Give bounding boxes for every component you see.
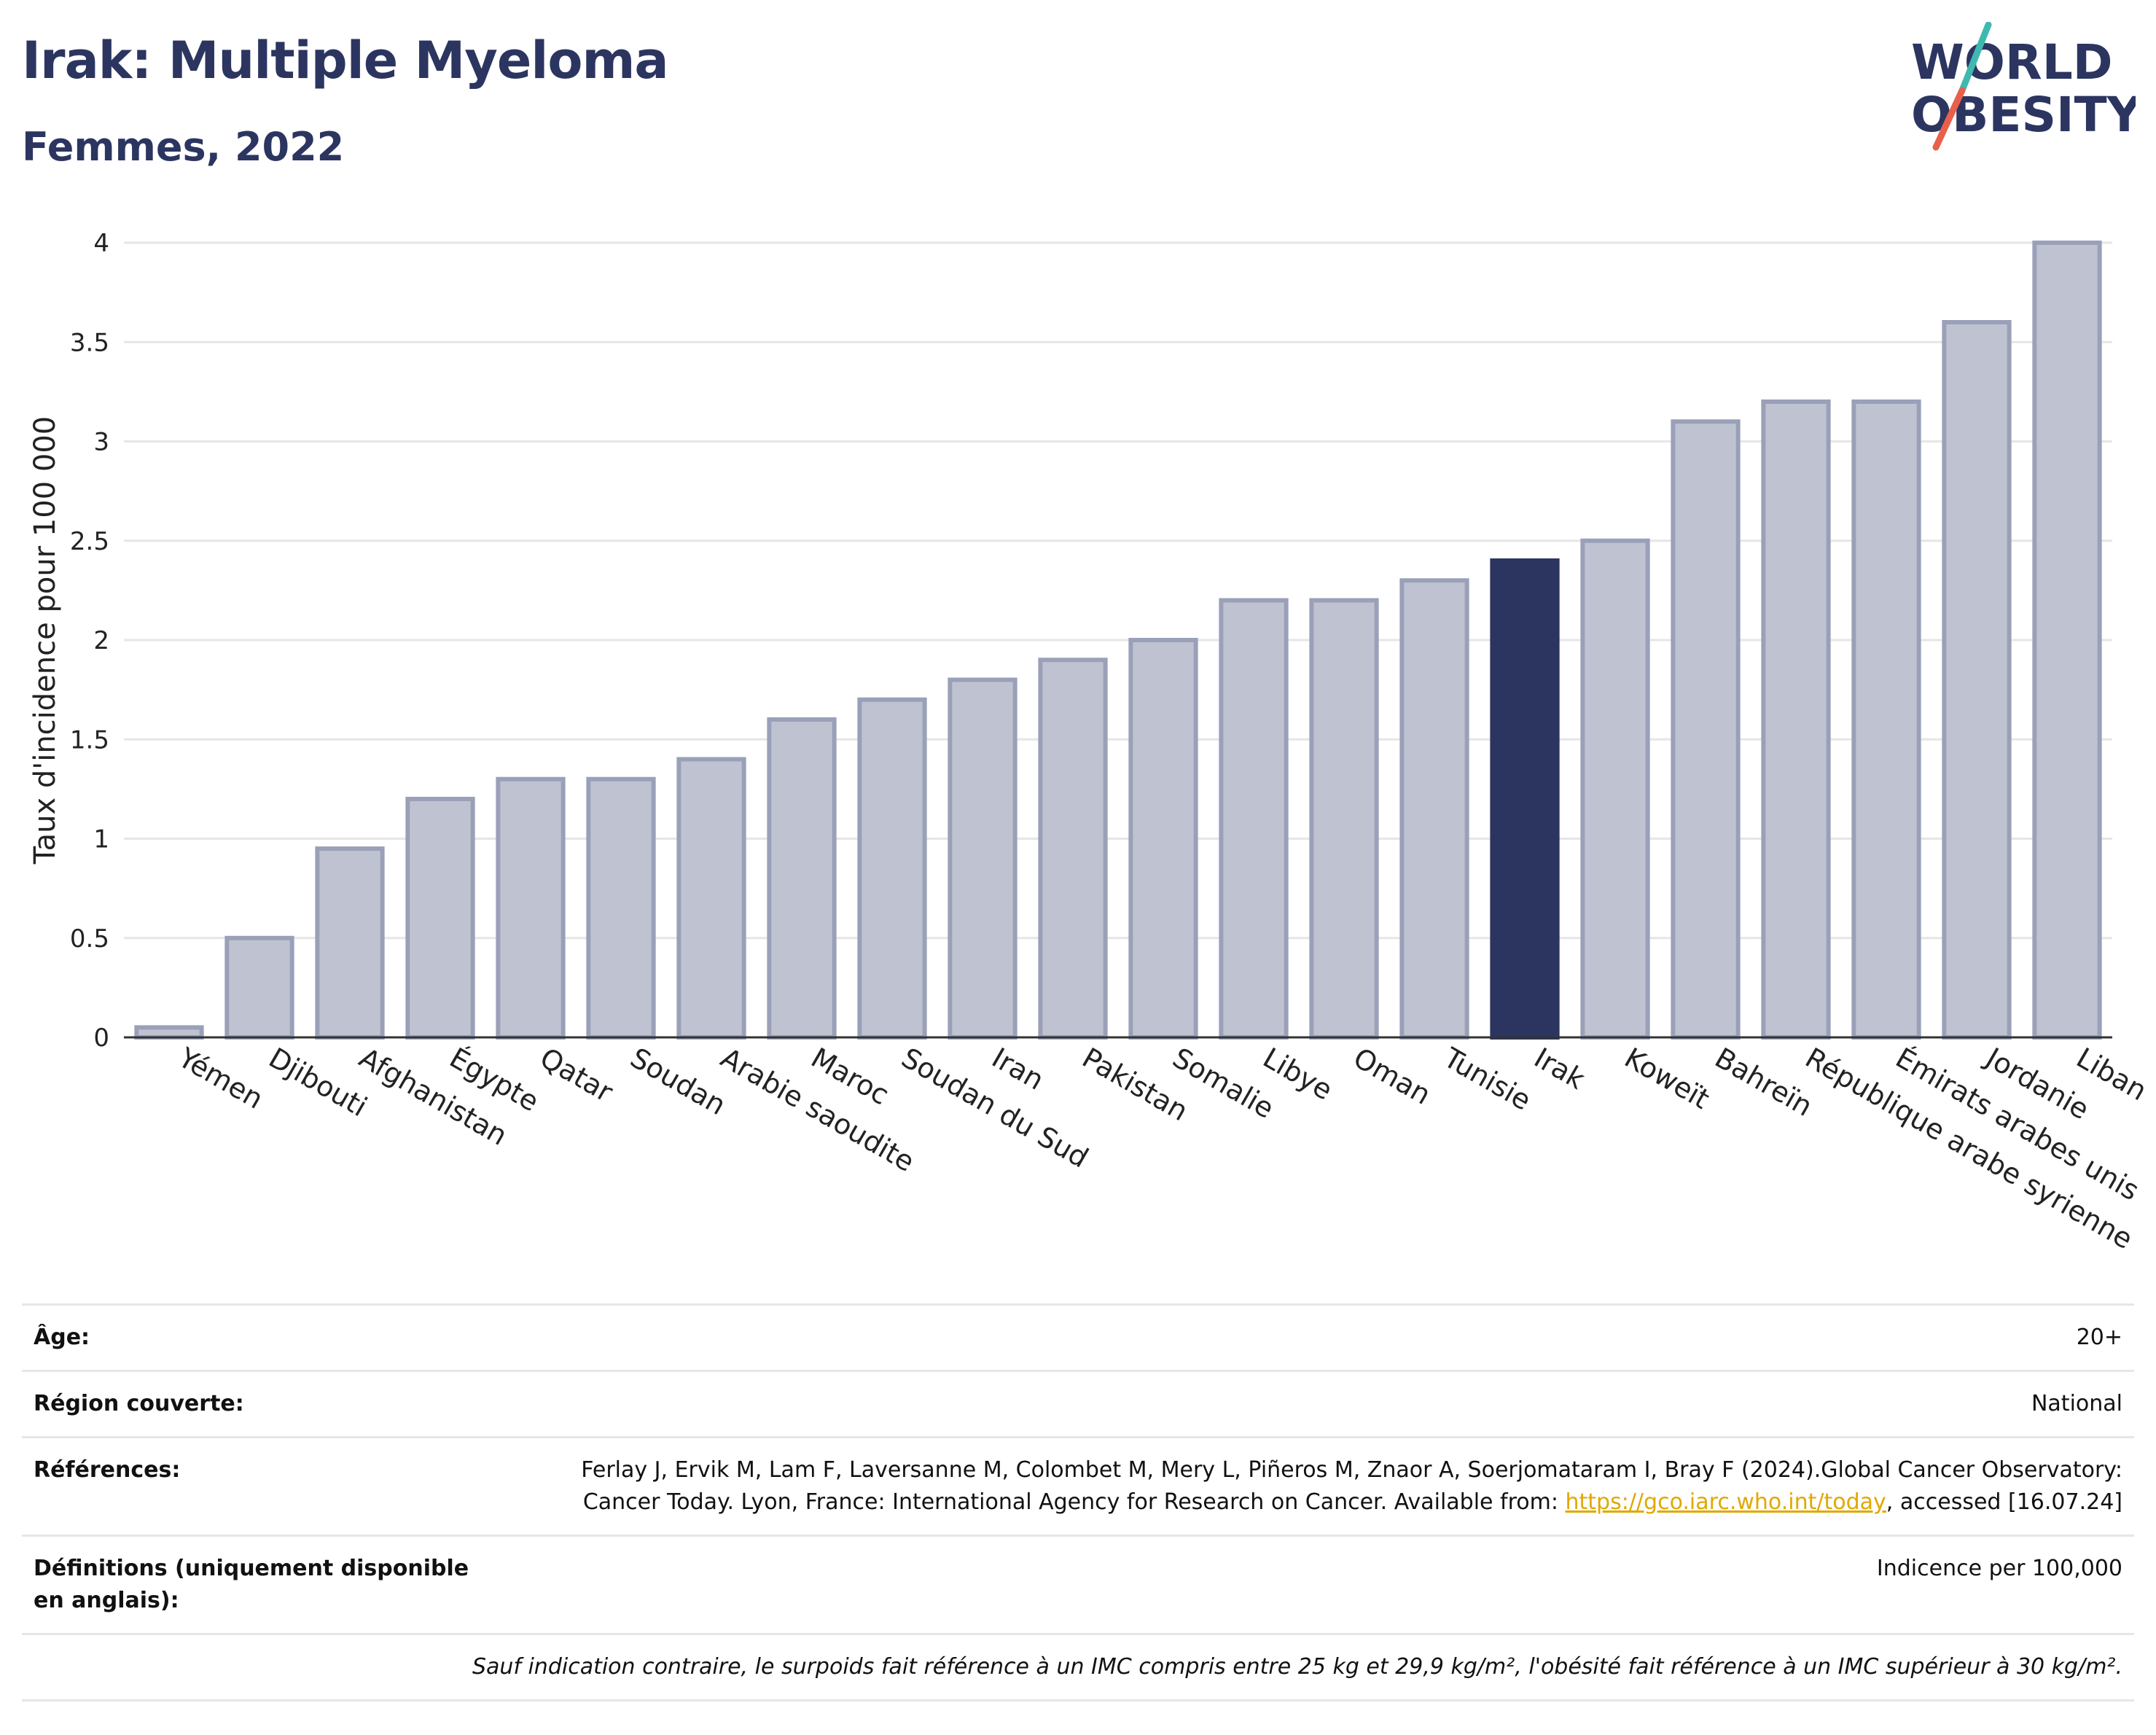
bar [586,776,656,1040]
references-link[interactable]: https://gco.iarc.who.int/today [1565,1489,1886,1515]
references-text: Ferlay J, Ervik M, Lam F, Laversanne M, … [581,1457,2122,1515]
bar [1580,538,1650,1040]
x-tick-label: Oman [1348,1042,1437,1111]
bar [1942,320,2012,1040]
y-tick-label: 4 [93,229,109,258]
info-row-definitions: Définitions (uniquement disponible en an… [22,1535,2134,1634]
info-table: Âge: 20+ Région couverte: National Référ… [22,1303,2134,1701]
bar [857,697,927,1040]
bar [1851,399,1921,1040]
bar-chart: 0 0.5 1 1.5 2 2.5 3 3.5 4 Taux d'incidence pour 1… [28,229,2152,1255]
footnote: Sauf indication contraire, le surpoids f… [22,1633,2134,1701]
info-row-note: Sauf indication contraire, le surpoids f… [22,1633,2134,1701]
bar [676,757,746,1040]
bar [496,776,566,1040]
logo-text-world: WORLD [1911,34,2113,90]
chart-title: Irak: Multiple Myeloma [22,31,669,90]
bar [134,1025,204,1040]
bar [1309,598,1379,1040]
bar [405,797,475,1040]
age-label: Âge: [22,1303,512,1371]
y-axis-title: Taux d'incidence pour 100 000 [28,416,62,865]
definitions-label: Définitions (uniquement disponible en an… [22,1535,512,1634]
world-obesity-logo: WORLD OBESITY [1911,22,2136,151]
bar [224,935,294,1040]
logo-slash-red [1932,87,1966,151]
bar [1761,399,1831,1040]
x-tick-label: Djibouti [264,1042,373,1123]
references-label: Références: [22,1436,512,1536]
bar [1219,598,1289,1040]
bar [1399,578,1469,1040]
y-tick-label: 0.5 [70,924,109,954]
x-tick-label: Yémen [173,1041,269,1115]
bar [2032,241,2102,1040]
logo-slash-teal [1958,22,1992,94]
age-value: 20+ [512,1303,2134,1371]
definitions-value: Indicence per 100,000 [512,1535,2134,1634]
x-tick-label: Koweït [1620,1042,1715,1115]
y-tick-label: 2 [93,626,109,655]
x-tick-label: Soudan [625,1042,732,1122]
region-label: Région couverte: [22,1370,512,1438]
y-tick-label: 2.5 [70,527,109,556]
references-suffix: , accessed [16.07.24] [1886,1489,2122,1515]
y-tick-label: 1 [93,825,109,854]
bar [1128,638,1198,1040]
bar [948,677,1018,1040]
y-tick-label: 3 [93,428,109,457]
bar [767,717,837,1040]
x-tick-label: Tunisie [1438,1041,1536,1117]
references-value: Ferlay J, Ervik M, Lam F, Laversanne M, … [512,1436,2134,1536]
info-row-references: Références: Ferlay J, Ervik M, Lam F, La… [22,1436,2134,1536]
info-row-region: Région couverte: National [22,1370,2134,1438]
x-tick-label: Bahreïn [1710,1042,1819,1123]
chart-subtitle: Femmes, 2022 [22,124,345,170]
y-tick-label: 0 [93,1024,109,1053]
bar [1038,658,1108,1040]
bar [315,846,385,1040]
x-tick-label: Irak [1529,1042,1590,1096]
bar-highlight [1490,558,1560,1040]
x-tick-label: Qatar [535,1042,619,1109]
y-tick-label: 1.5 [70,725,109,755]
x-tick-label: Iran [987,1042,1050,1096]
bar [1671,419,1741,1040]
info-row-age: Âge: 20+ [22,1303,2134,1371]
y-tick-label: 3.5 [70,328,109,357]
region-value: National [512,1370,2134,1438]
